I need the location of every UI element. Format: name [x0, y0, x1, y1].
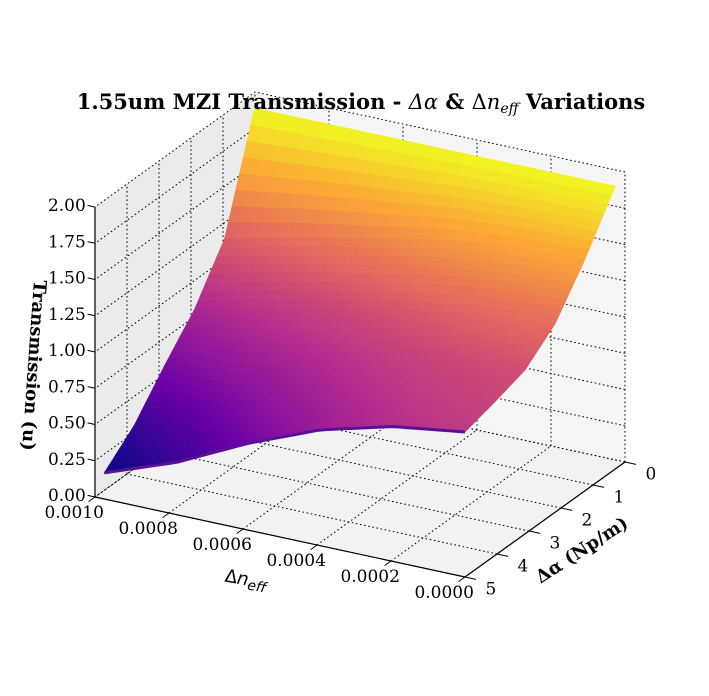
z-tick-label-8: 2.00 — [48, 196, 86, 216]
axis-lines — [87, 204, 637, 583]
x-tick-5 — [88, 496, 96, 503]
y-axis-line — [464, 461, 626, 578]
x-axis-label-n: n — [235, 568, 250, 591]
z-tick-label-1: 0.25 — [48, 450, 86, 470]
z-tick-8 — [87, 204, 96, 208]
y-tick-3 — [528, 530, 541, 534]
z-tick-0 — [87, 494, 96, 498]
x-tick-label-1: 0.0002 — [340, 567, 399, 587]
grid-floor-y-3 — [158, 450, 530, 532]
z-tick-7 — [87, 241, 96, 244]
z-tick-4 — [87, 349, 96, 353]
x-tick-4 — [162, 512, 170, 519]
x-tick-1 — [384, 560, 392, 567]
y-tick-1 — [592, 484, 605, 488]
chart-title-n: n — [487, 90, 501, 114]
z-tick-3 — [87, 386, 96, 389]
z-tick-label-7: 1.75 — [48, 232, 86, 252]
z-tick-6 — [87, 277, 96, 280]
y-tick-2 — [560, 507, 573, 511]
x-tick-label-3: 0.0006 — [192, 535, 251, 555]
z-tick-5 — [87, 313, 96, 317]
chart-title: 1.55um MZI Transmission - Δα & Δneff Var… — [77, 89, 646, 117]
tick-labels: 0.0000 0.0002 0.0004 0.0006 0.0008 0.0010 0 1 2 3… — [44, 196, 656, 603]
x-axis-label-delta: Δ — [223, 566, 239, 589]
z-tick-label-3: 0.75 — [48, 377, 86, 397]
x-axis-line — [94, 496, 466, 578]
x-tick-label-2: 0.0004 — [266, 551, 325, 571]
chart-title-alpha: Δα — [408, 90, 438, 114]
y-tick-label-5: 5 — [485, 580, 496, 600]
x-tick-3 — [236, 528, 244, 535]
chart-title-prefix: 1.55um MZI Transmission - — [77, 89, 409, 114]
chart-title-amp: & — [438, 89, 472, 114]
chart-title-delta: Δ — [472, 90, 487, 114]
z-tick-label-4: 1.00 — [48, 341, 86, 361]
y-tick-label-0: 0 — [645, 465, 656, 485]
grid-floor-x-3 — [242, 413, 404, 530]
x-axis-label-sub: eff — [246, 578, 269, 597]
x-tick-label-4: 0.0008 — [118, 519, 177, 539]
y-tick-0 — [624, 461, 637, 465]
z-tick-label-0: 0.00 — [48, 486, 86, 506]
y-tick-label-1: 1 — [613, 488, 624, 508]
grid-floor-x-1 — [390, 445, 552, 562]
y-tick-4 — [496, 553, 509, 557]
z-tick-2 — [87, 422, 96, 425]
x-tick-label-5: 0.0010 — [44, 503, 103, 523]
z-tick-label-5: 1.25 — [48, 305, 86, 325]
grid-floor-x-2 — [316, 429, 478, 546]
z-tick-1 — [87, 458, 96, 462]
y-tick-label-4: 4 — [517, 557, 528, 577]
surface-facet — [250, 107, 264, 127]
y-tick-5 — [464, 576, 477, 580]
x-tick-0 — [458, 576, 466, 583]
grid-z-8 — [94, 91, 626, 208]
z-axis-label: Transmission (u) — [17, 279, 50, 451]
x-tick-2 — [310, 544, 318, 551]
surface-front-edge — [104, 425, 466, 475]
chart-title-sub: eff — [500, 101, 520, 117]
x-axis-label: Δneff — [223, 566, 271, 597]
y-tick-label-2: 2 — [581, 511, 592, 531]
surface-plot — [103, 107, 616, 475]
grid-floor-y-4 — [126, 473, 498, 555]
z-tick-label-6: 1.50 — [48, 269, 86, 289]
y-tick-label-3: 3 — [549, 534, 560, 554]
x-tick-label-0: 0.0000 — [414, 583, 473, 603]
z-tick-label-2: 0.50 — [48, 414, 86, 434]
chart-title-suffix: Variations — [519, 89, 646, 114]
